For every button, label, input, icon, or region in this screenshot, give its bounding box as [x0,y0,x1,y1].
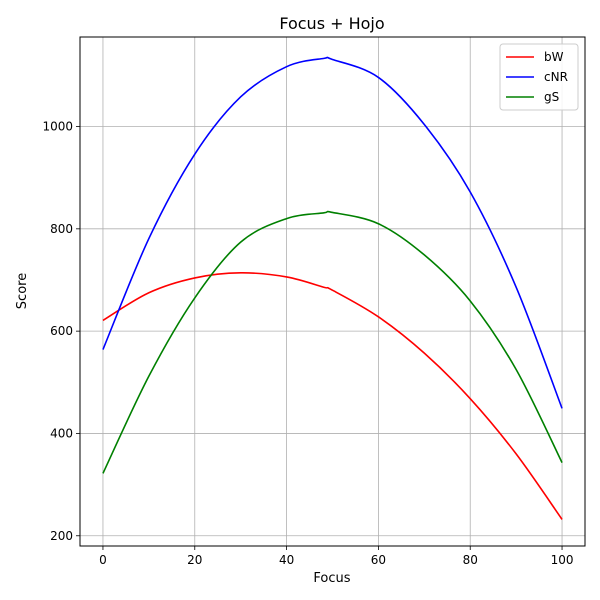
x-tick-label: 80 [463,553,478,567]
y-tick-label: 800 [50,222,73,236]
x-tick-label: 0 [99,553,107,567]
chart-title: Focus + Hojo [279,14,384,33]
x-tick-label: 60 [371,553,386,567]
series-line-gS [102,210,563,474]
legend: bW cNR gS [499,43,579,111]
y-tick-label: 600 [50,324,73,338]
x-tick-label: 100 [551,553,574,567]
y-tick-label: 400 [50,426,73,440]
axis-ticks: 0 20 40 60 80 100 200 400 600 800 1000 [42,120,573,567]
legend-label-bW: bW [544,50,564,64]
x-tick-label: 20 [187,553,202,567]
legend-box [499,43,579,111]
y-tick-label: 200 [50,529,73,543]
series-lines [102,56,563,520]
legend-label-cNR: cNR [544,70,568,84]
x-tick-label: 40 [279,553,294,567]
series-line-cNR [102,56,563,409]
y-axis-label: Score [15,273,30,309]
y-tick-label: 1000 [42,120,73,134]
x-axis-label: Focus [313,571,350,586]
series-line-bW [102,272,563,520]
legend-label-gS: gS [544,90,559,104]
grid-lines [80,37,585,546]
plot-frame [79,36,586,547]
